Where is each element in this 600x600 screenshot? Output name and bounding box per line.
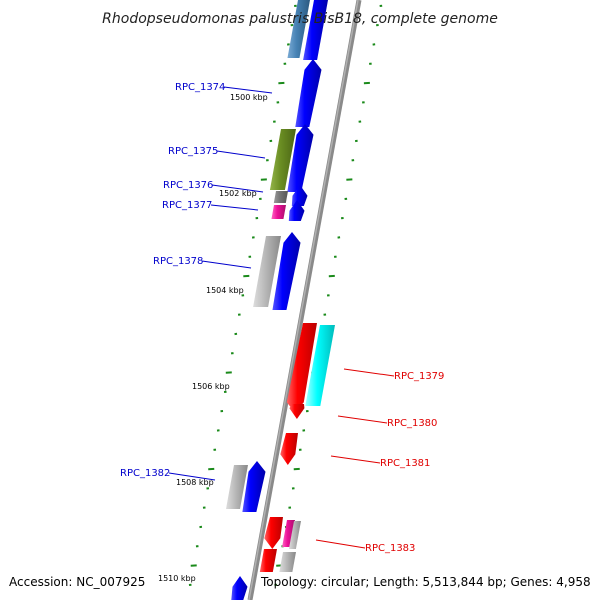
gene-label-rpc-1374[interactable]: RPC_1374: [175, 82, 225, 93]
gene-label-rpc-1380[interactable]: RPC_1380: [387, 418, 437, 429]
scale-label-1504: 1504 kbp: [206, 286, 244, 295]
gene-rpc-1383-magenta[interactable]: [282, 520, 295, 547]
gene-rpc-1375-olive[interactable]: [269, 129, 296, 190]
gene-features: [226, 0, 335, 600]
scale-label-1508: 1508 kbp: [176, 478, 214, 487]
connector-rpc-1379: [343, 368, 395, 377]
gene-label-rpc-1378[interactable]: RPC_1378: [153, 256, 203, 267]
gene-rpc-1382-gray[interactable]: [226, 465, 248, 509]
gene-label-rpc-1383[interactable]: RPC_1383: [365, 543, 415, 554]
topology-text: Topology: circular; Length: 5,513,844 bp…: [260, 575, 591, 589]
connector-rpc-1381: [330, 455, 381, 464]
gene-rpc-1382-blue[interactable]: [242, 461, 266, 512]
gene-label-rpc-1377[interactable]: RPC_1377: [162, 200, 212, 211]
map-title: Rhodopseudomonas palustris BisB18, compl…: [102, 11, 498, 27]
gene-rpc-1379-red[interactable]: [286, 323, 317, 413]
gene-label-rpc-1375[interactable]: RPC_1375: [168, 146, 218, 157]
gene-rpc-1377-magenta[interactable]: [271, 205, 286, 219]
genome-backbone-highlight: [248, 0, 359, 600]
gene-label-rpc-1379[interactable]: RPC_1379: [394, 371, 444, 382]
label-connectors: [168, 86, 395, 549]
gene-gray-bottom[interactable]: [279, 552, 296, 572]
gene-rpc-1383-red[interactable]: [264, 517, 283, 549]
gene-label-rpc-1376[interactable]: RPC_1376: [163, 180, 213, 191]
gene-rpc-1374[interactable]: [295, 59, 322, 127]
gene-blue-bottom[interactable]: [231, 576, 248, 600]
gene-rpc-1376-blue[interactable]: [291, 185, 308, 206]
scale-label-1502: 1502 kbp: [219, 189, 257, 198]
gene-rpc-1376-gray[interactable]: [273, 191, 288, 203]
genome-backbone: [247, 0, 362, 600]
scale-label-1510: 1510 kbp: [158, 574, 196, 583]
gene-rpc-1383-gray[interactable]: [288, 521, 301, 549]
connector-rpc-1377: [210, 204, 259, 211]
connector-rpc-1382: [168, 472, 216, 481]
gene-rpc-1381[interactable]: [280, 433, 298, 465]
gene-red-bottom[interactable]: [259, 549, 277, 572]
connector-rpc-1378: [201, 260, 252, 269]
gene-rpc-1380[interactable]: [289, 404, 305, 419]
gene-rpc-1379-cyan[interactable]: [305, 325, 335, 406]
gene-rpc-1375-blue[interactable]: [287, 124, 314, 192]
gene-label-rpc-1382[interactable]: RPC_1382: [120, 468, 170, 479]
gene-rpc-1377-blue[interactable]: [288, 200, 305, 221]
accession-text: Accession: NC_007925: [9, 575, 145, 589]
connector-rpc-1380: [337, 415, 388, 424]
connector-rpc-1374: [223, 86, 273, 94]
scale-label-1506: 1506 kbp: [192, 382, 230, 391]
gene-rpc-1378-gray[interactable]: [253, 236, 281, 307]
scale-label-1500: 1500 kbp: [230, 93, 268, 102]
gene-label-rpc-1381[interactable]: RPC_1381: [380, 458, 430, 469]
gene-rpc-1378-blue[interactable]: [272, 232, 301, 310]
connector-rpc-1376: [211, 184, 264, 193]
gene-blue-top-a[interactable]: [303, 0, 328, 60]
connector-rpc-1383: [315, 539, 366, 549]
gene-steel-top[interactable]: [287, 0, 310, 58]
connector-rpc-1375: [216, 150, 266, 159]
